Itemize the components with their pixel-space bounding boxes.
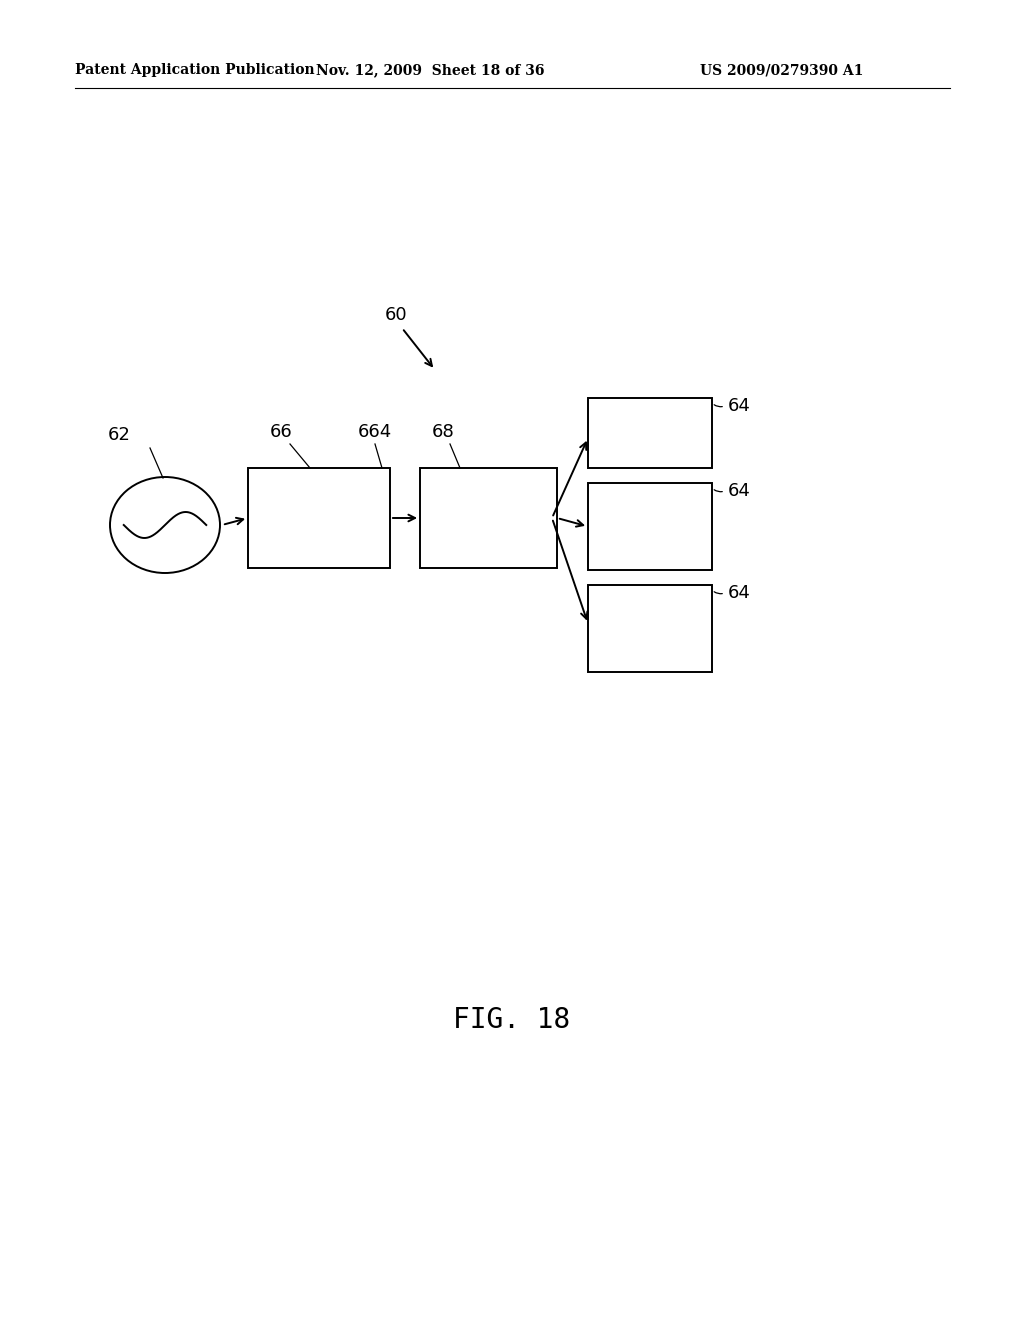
Bar (248, 469, 390, 568)
Text: Patent Application Publication: Patent Application Publication (75, 63, 314, 77)
Bar (420, 469, 557, 568)
Text: US 2009/0279390 A1: US 2009/0279390 A1 (700, 63, 863, 77)
Text: 64: 64 (728, 397, 751, 414)
Text: 64: 64 (728, 482, 751, 500)
Text: 664: 664 (358, 422, 392, 441)
Text: 66: 66 (270, 422, 293, 441)
Text: 60: 60 (385, 306, 408, 323)
Text: 62: 62 (108, 426, 131, 444)
Text: 64: 64 (728, 583, 751, 602)
Bar (588, 483, 712, 570)
Bar (588, 399, 712, 469)
Text: FIG. 18: FIG. 18 (454, 1006, 570, 1034)
Bar (588, 585, 712, 672)
Text: 68: 68 (432, 422, 455, 441)
Text: Nov. 12, 2009  Sheet 18 of 36: Nov. 12, 2009 Sheet 18 of 36 (315, 63, 544, 77)
